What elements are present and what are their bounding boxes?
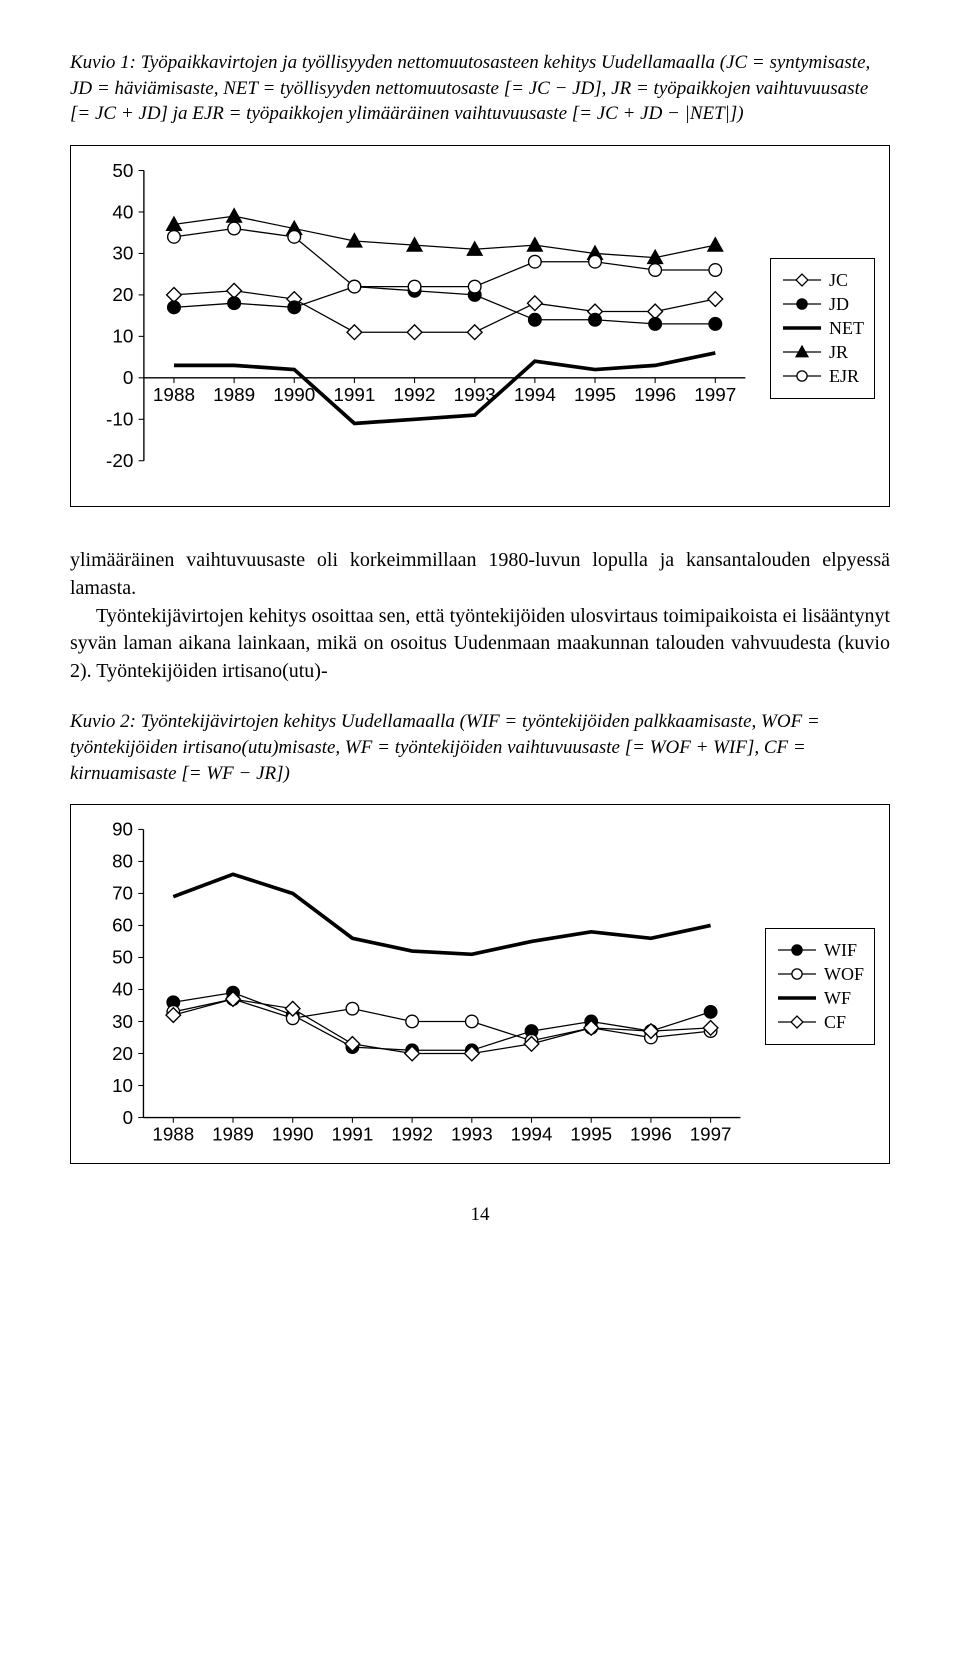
svg-text:50: 50 [112,947,133,968]
legend-item: JC [781,270,864,291]
svg-text:20: 20 [112,1043,133,1064]
svg-text:40: 40 [112,979,133,1000]
legend-label: WF [824,988,851,1009]
svg-text:40: 40 [112,202,133,223]
legend-label: JR [829,342,848,363]
svg-text:1990: 1990 [272,1124,314,1145]
legend-label: WOF [824,964,864,985]
svg-text:50: 50 [112,161,133,182]
svg-text:80: 80 [112,851,133,872]
svg-text:1991: 1991 [332,1124,374,1145]
svg-text:-20: -20 [106,451,133,472]
legend-item: EJR [781,366,864,387]
page-number: 14 [70,1204,890,1226]
figure2-chart-container: 0 10 20 30 40 50 60 70 80 90 1988 1989 1990 1991 1992 1… [70,804,890,1164]
svg-text:1995: 1995 [574,385,616,406]
figure1-legend: JC JD NET JR EJR [770,258,875,399]
legend-item: JD [781,294,864,315]
svg-text:0: 0 [123,368,134,389]
body-text-line1: ylimääräinen vaihtuvuusaste oli korkeimm… [70,549,890,599]
svg-text:1996: 1996 [630,1124,672,1145]
svg-text:30: 30 [112,244,133,265]
svg-text:70: 70 [112,883,133,904]
legend-label: JD [829,294,849,315]
svg-text:-10: -10 [106,410,133,431]
svg-text:60: 60 [112,915,133,936]
body-text-line2: Työntekijävirtojen kehitys osoittaa sen,… [70,605,890,682]
svg-text:1995: 1995 [570,1124,612,1145]
legend-label: WIF [824,940,857,961]
svg-text:1997: 1997 [694,385,736,406]
svg-text:1991: 1991 [333,385,375,406]
svg-text:1994: 1994 [511,1124,553,1145]
svg-text:1996: 1996 [634,385,676,406]
legend-item: WIF [776,940,864,961]
legend-item: WF [776,988,864,1009]
legend-label: NET [829,318,864,339]
legend-label: CF [824,1012,846,1033]
legend-label: EJR [829,366,859,387]
svg-text:1993: 1993 [451,1124,493,1145]
svg-text:1989: 1989 [213,385,255,406]
legend-item: WOF [776,964,864,985]
svg-text:1992: 1992 [394,385,436,406]
svg-text:1997: 1997 [690,1124,732,1145]
svg-text:20: 20 [112,285,133,306]
svg-text:1988: 1988 [152,1124,194,1145]
svg-text:10: 10 [112,327,133,348]
svg-text:1994: 1994 [514,385,556,406]
legend-label: JC [829,270,848,291]
svg-text:30: 30 [112,1011,133,1032]
svg-text:10: 10 [112,1075,133,1096]
figure2-caption: Kuvio 2: Työntekijävirtojen kehitys Uude… [70,709,890,786]
legend-item: JR [781,342,864,363]
svg-text:90: 90 [112,819,133,840]
svg-text:1988: 1988 [153,385,195,406]
svg-text:1990: 1990 [273,385,315,406]
figure1-caption: Kuvio 1: Työpaikkavirtojen ja työllisyyd… [70,50,890,127]
figure1-chart: -20 -10 0 10 20 30 40 50 1988 1989 1990 1991 1992 199… [85,160,758,497]
svg-text:0: 0 [123,1107,133,1128]
legend-item: NET [781,318,864,339]
svg-text:1989: 1989 [212,1124,254,1145]
legend-item: CF [776,1012,864,1033]
figure2-chart: 0 10 20 30 40 50 60 70 80 90 1988 1989 1990 1991 1992 1… [85,819,753,1153]
body-paragraph: ylimääräinen vaihtuvuusaste oli korkeimm… [70,547,890,685]
figure1-chart-container: -20 -10 0 10 20 30 40 50 1988 1989 1990 1991 1992 199… [70,145,890,508]
figure2-legend: WIF WOF WF CF [765,928,875,1045]
svg-text:1992: 1992 [391,1124,433,1145]
